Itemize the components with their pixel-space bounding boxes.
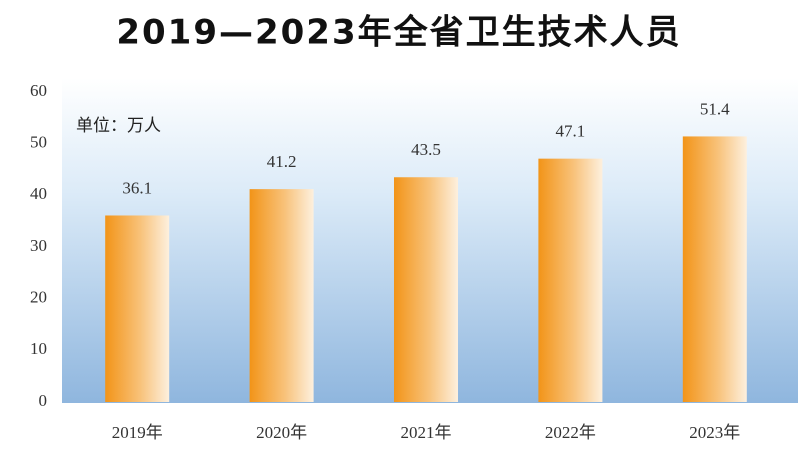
unit-label: 单位：万人 xyxy=(76,116,161,136)
x-tick-label: 2023年 xyxy=(689,423,740,442)
y-tick-label: 40 xyxy=(30,184,47,203)
y-tick-label: 20 xyxy=(30,288,47,307)
x-tick-label: 2019年 xyxy=(112,423,163,442)
data-label: 43.5 xyxy=(411,140,441,159)
data-label: 41.2 xyxy=(267,152,297,171)
y-tick-label: 50 xyxy=(30,133,47,152)
y-tick-label: 10 xyxy=(30,339,47,358)
bar xyxy=(105,215,170,402)
x-tick-label: 2021年 xyxy=(401,423,452,442)
bar xyxy=(538,158,603,402)
data-label: 51.4 xyxy=(700,99,730,118)
y-tick-label: 60 xyxy=(30,81,47,100)
data-label: 47.1 xyxy=(556,122,586,141)
x-tick-label: 2022年 xyxy=(545,423,596,442)
y-tick-label: 0 xyxy=(39,391,48,410)
y-tick-label: 30 xyxy=(30,236,47,255)
bar xyxy=(249,189,314,402)
chart-title: 2019—2023年全省卫生技术人员 xyxy=(116,13,681,53)
bar xyxy=(682,136,747,402)
data-label: 36.1 xyxy=(122,178,152,197)
x-tick-label: 2020年 xyxy=(256,423,307,442)
bar xyxy=(394,177,458,402)
